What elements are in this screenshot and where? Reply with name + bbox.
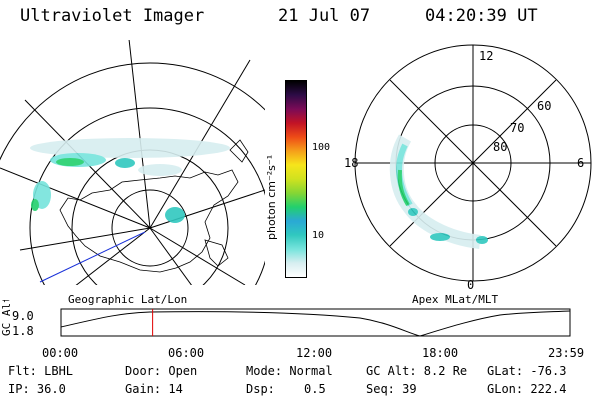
meridian [149,227,246,285]
orbit-track [39,231,146,283]
meridian [19,227,151,251]
timeline-frame [60,308,571,337]
timeline-xtick-1200: 12:00 [296,346,332,360]
aurora-emission [30,138,230,223]
info-door: Door: Open [125,364,198,378]
meridian [149,189,265,229]
mlat-label-70: 70 [510,121,524,135]
info-dsp-value: 0.5 [304,382,326,396]
colorbar-tick-10: 10 [312,230,325,241]
geographic-map [0,40,265,285]
coastline [204,239,229,267]
left-map-caption: Geographic Lat/Lon [68,293,188,306]
color-scale-bar [285,80,307,278]
mlt-label-18: 18 [344,156,358,170]
info-flt: Flt: LBHL [8,364,74,378]
info-gain: Gain: 14 [125,382,183,396]
lat-circle [111,189,189,267]
meridian [0,167,151,229]
altitude-curve [60,310,571,337]
altitude-timeline: 9.0 1.8 GC Alt 00:00 06:00 12:00 18:00 2… [0,300,584,360]
mlat-label-80: 80 [493,140,507,154]
mlt-label-12: 12 [479,49,493,63]
observation-time: 04:20:39 UT [425,6,538,26]
meridian [128,40,151,229]
colorbar-unit-label: photon cm⁻²s⁻¹ [265,154,278,240]
info-ip: IP: 36.0 [8,382,66,396]
timeline-ytick-9: 9.0 [12,309,34,323]
info-glat: GLat: -76.3 [487,364,567,378]
meridian [149,227,192,285]
timeline-xtick-2359: 23:59 [548,346,584,360]
lat-circle [29,107,265,285]
info-gc-alt: GC Alt: 8.2 Re [366,364,468,378]
timeline-xtick-1800: 18:00 [422,346,458,360]
colorbar-tick-100: 100 [312,142,331,153]
colorbar-tick-labels: 100 10 [308,80,348,278]
magnetic-polar-plot: 12 18 6 0 60 70 80 [344,44,592,290]
info-glon: GLon: 222.4 [487,382,567,396]
instrument-info: Flt: LBHL IP: 36.0 Door: Open Gain: 14 M… [0,362,600,400]
observation-date: 21 Jul 07 [278,6,371,26]
timeline-ylabel: GC Alt [0,300,13,336]
timeline-xtick-0000: 00:00 [42,346,78,360]
coastline [59,169,239,273]
mlat-label-60: 60 [537,99,551,113]
aurora-oval [389,134,488,249]
info-mode: Mode: Normal [246,364,333,378]
timeline-ytick-1-8: 1.8 [12,324,34,338]
timeline-xtick-0600: 06:00 [168,346,204,360]
lat-circle [0,62,265,161]
instrument-title: Ultraviolet Imager [20,6,205,26]
info-seq: Seq: 39 [366,382,417,396]
right-map-caption: Apex MLat/MLT [412,293,499,306]
mlt-label-6: 6 [577,156,584,170]
info-dsp-label: Dsp: [246,382,275,396]
mlt-label-0: 0 [467,278,474,290]
coastline [229,139,249,163]
